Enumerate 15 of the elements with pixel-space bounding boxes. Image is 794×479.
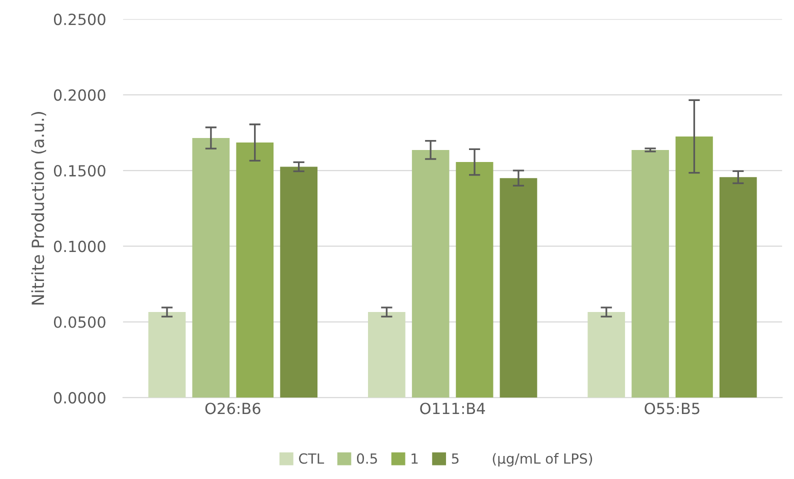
y-tick-label: 0.2500 <box>54 14 106 26</box>
y-tick-label: 0.0500 <box>54 316 106 328</box>
y-tick-label: 0.1000 <box>54 240 106 252</box>
legend-label: 0.5 <box>356 453 377 464</box>
legend-title: (μg/mL of LPS) <box>492 453 592 466</box>
x-tick-label: O55:B5 <box>644 402 700 414</box>
legend-label: CTL <box>298 453 324 464</box>
y-tick-label: 0.1500 <box>54 164 106 177</box>
y-axis-title: Nitrite Production (a.u.) <box>31 112 46 304</box>
legend-label: 5 <box>452 453 459 464</box>
legend-label: 1 <box>412 453 418 464</box>
x-tick-label: O26:B6 <box>205 402 260 414</box>
y-tick-label: 0.0000 <box>54 392 106 404</box>
x-tick-label: O111:B4 <box>420 402 485 414</box>
y-tick-label: 0.2000 <box>54 89 106 101</box>
